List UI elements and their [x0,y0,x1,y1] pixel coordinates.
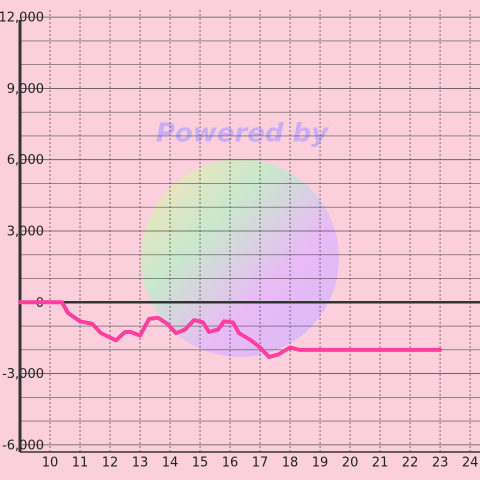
y-tick-label: 9,000 [7,82,44,97]
x-tick-label: 10 [42,456,59,471]
y-tick-label: 3,000 [7,225,44,240]
y-tick-label: 6,000 [7,153,44,168]
x-tick-label: 17 [252,456,269,471]
x-tick-label: 14 [162,456,179,471]
x-tick-label: 13 [132,456,149,471]
watermark-logo [141,159,339,357]
x-tick-label: 15 [192,456,209,471]
watermark-text: Powered by [156,119,329,149]
x-tick-label: 16 [222,456,239,471]
x-tick-label: 20 [342,456,359,471]
x-tick-label: 18 [282,456,299,471]
y-tick-label: 12,000 [0,11,44,26]
x-tick-label: 11 [72,456,89,471]
data-line [18,300,443,359]
x-tick-label: 22 [402,456,419,471]
x-tick-label: 12 [102,456,119,471]
x-tick-label: 19 [312,456,329,471]
y-tick-label: -3,000 [2,367,44,382]
y-tick-label: -6,000 [2,438,44,453]
x-tick-label: 24 [462,456,479,471]
x-tick-label: 21 [372,456,389,471]
x-tick-label: 23 [432,456,449,471]
